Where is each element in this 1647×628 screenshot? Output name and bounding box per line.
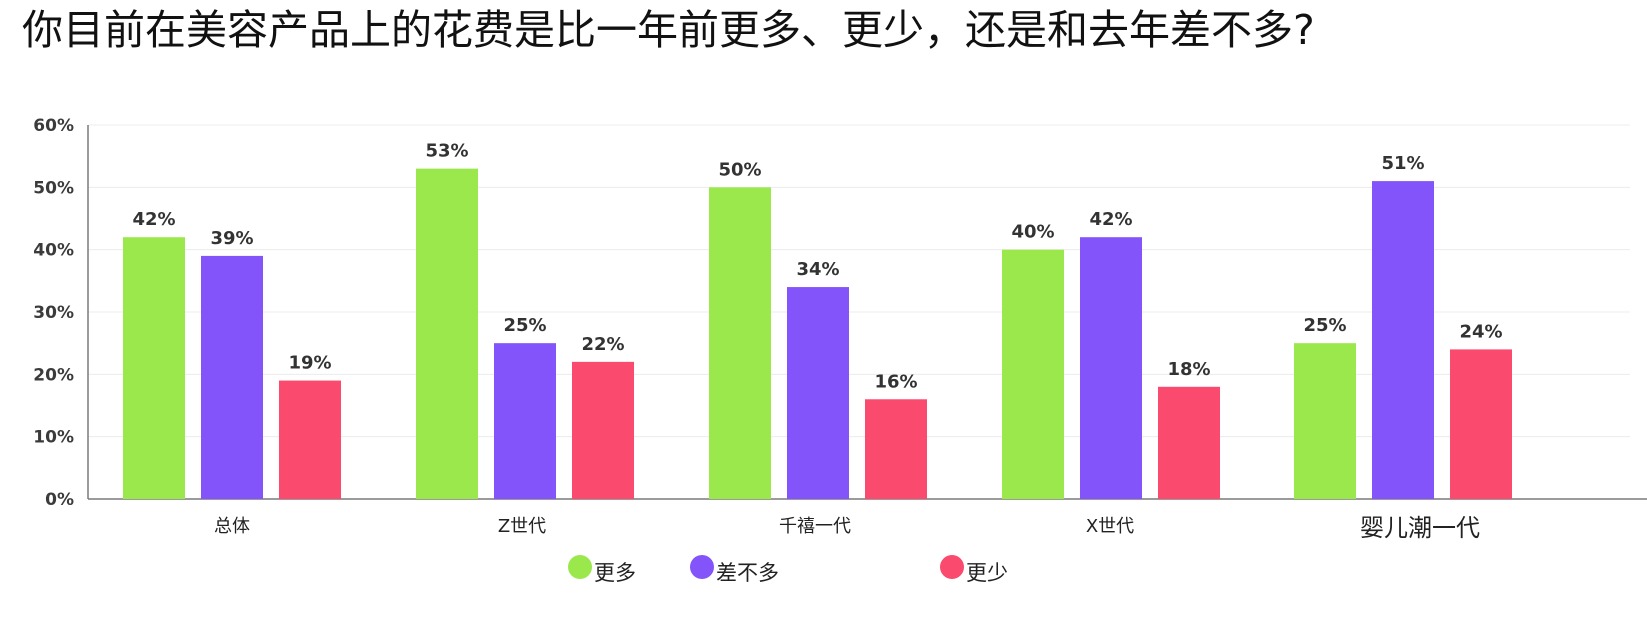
bar bbox=[1158, 386, 1220, 499]
bar bbox=[123, 237, 185, 499]
bar-value-label: 19% bbox=[288, 353, 331, 374]
category-label: 婴儿潮一代 bbox=[1360, 514, 1480, 542]
bar bbox=[1002, 249, 1064, 499]
bar-value-label: 22% bbox=[581, 334, 624, 355]
legend-swatch bbox=[568, 555, 592, 579]
bar-value-label: 16% bbox=[874, 371, 917, 392]
y-tick-label: 40% bbox=[33, 241, 74, 261]
bar bbox=[416, 168, 478, 499]
bar bbox=[1080, 237, 1142, 499]
category-label: X世代 bbox=[1086, 516, 1134, 537]
y-tick-label: 60% bbox=[33, 116, 74, 136]
bar-value-label: 25% bbox=[1303, 315, 1346, 336]
bar bbox=[279, 380, 341, 499]
y-tick-label: 50% bbox=[33, 178, 74, 198]
category-label: 总体 bbox=[214, 516, 250, 537]
category-label: 千禧一代 bbox=[779, 516, 851, 537]
bar bbox=[201, 255, 263, 499]
bar bbox=[1372, 181, 1434, 499]
y-tick-label: 20% bbox=[33, 365, 74, 385]
bar bbox=[1450, 349, 1512, 499]
bar-value-label: 42% bbox=[132, 209, 175, 230]
legend-label: 更多 bbox=[594, 561, 636, 585]
legend-label: 更少 bbox=[966, 561, 1008, 585]
bar bbox=[709, 187, 771, 500]
bar-value-label: 42% bbox=[1089, 209, 1132, 230]
chart-title: 你目前在美容产品上的花费是比一年前更多、更少，还是和去年差不多? bbox=[22, 6, 1315, 54]
bar-value-label: 51% bbox=[1381, 153, 1424, 174]
legend-label: 差不多 bbox=[716, 561, 779, 585]
bar-value-label: 39% bbox=[210, 228, 253, 249]
y-tick-label: 10% bbox=[33, 428, 74, 448]
legend-swatch bbox=[940, 555, 964, 579]
y-tick-label: 0% bbox=[45, 490, 74, 510]
category-label: Z世代 bbox=[498, 516, 546, 537]
y-tick-label: 30% bbox=[33, 303, 74, 323]
bar bbox=[572, 361, 634, 499]
bar-value-label: 34% bbox=[796, 259, 839, 280]
bar-value-label: 50% bbox=[718, 159, 761, 180]
bar bbox=[865, 399, 927, 499]
bar-value-label: 40% bbox=[1011, 222, 1054, 243]
bar bbox=[787, 287, 849, 499]
bar bbox=[1294, 343, 1356, 499]
bar-value-label: 25% bbox=[503, 315, 546, 336]
legend-swatch bbox=[690, 555, 714, 579]
bar-value-label: 53% bbox=[425, 141, 468, 162]
bar bbox=[494, 343, 556, 499]
bar-value-label: 18% bbox=[1167, 359, 1210, 380]
bar-value-label: 24% bbox=[1459, 321, 1502, 342]
